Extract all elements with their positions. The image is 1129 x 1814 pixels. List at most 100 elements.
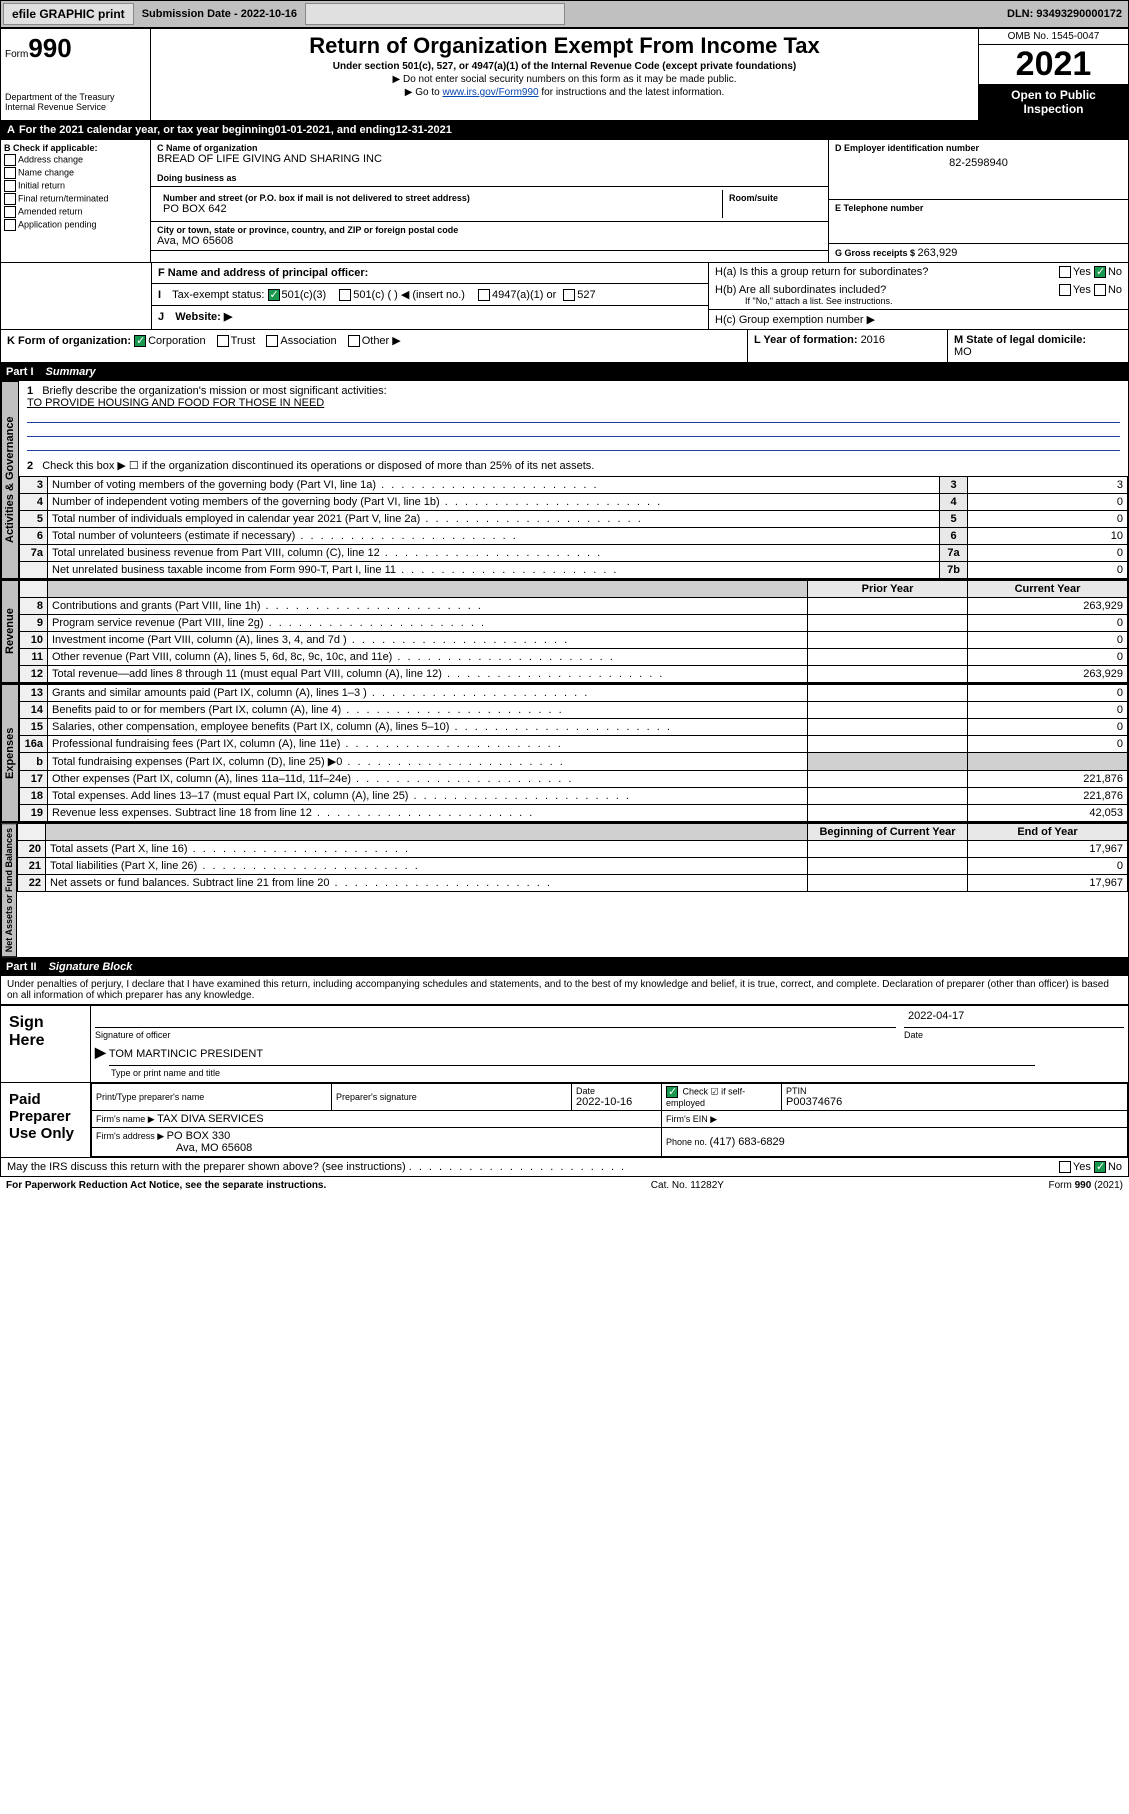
form-title-block: Return of Organization Exempt From Incom… xyxy=(151,29,978,120)
may-irs-text: May the IRS discuss this return with the… xyxy=(7,1161,406,1173)
form-header: Form990 Department of the Treasury Inter… xyxy=(0,28,1129,121)
chk-corp[interactable] xyxy=(134,335,146,347)
period-row: A For the 2021 calendar year, or tax yea… xyxy=(0,121,1129,140)
room-label: Room/suite xyxy=(729,193,816,203)
topbar: efile GRAPHIC print Submission Date - 20… xyxy=(0,0,1129,28)
gross-label: G Gross receipts $ xyxy=(835,248,918,258)
dept-treasury: Department of the Treasury xyxy=(5,92,146,102)
yes2: Yes xyxy=(1073,284,1091,296)
opt-assoc: Association xyxy=(280,335,336,347)
q1-mission: TO PROVIDE HOUSING AND FOOD FOR THOSE IN… xyxy=(27,397,1120,409)
firm-name-label: Firm's name ▶ xyxy=(96,1114,157,1124)
chk-amended[interactable]: Amended return xyxy=(4,206,147,218)
declaration: Under penalties of perjury, I declare th… xyxy=(0,976,1129,1005)
vtab-governance: Activities & Governance xyxy=(1,381,19,579)
firm-addr1: PO BOX 330 xyxy=(167,1130,231,1142)
table-expenses: 13Grants and similar amounts paid (Part … xyxy=(19,684,1128,822)
table-revenue: Prior YearCurrent Year8Contributions and… xyxy=(19,580,1128,683)
opt-4947: 4947(a)(1) or xyxy=(492,289,556,301)
domicile: MO xyxy=(954,346,1122,358)
chk-other[interactable] xyxy=(348,335,360,347)
box-k-label: K Form of organization: xyxy=(7,335,131,347)
dln-label: DLN: xyxy=(1007,8,1036,20)
may-irs-row: May the IRS discuss this return with the… xyxy=(0,1158,1129,1177)
chk-527[interactable] xyxy=(563,289,575,301)
yes3: Yes xyxy=(1073,1161,1091,1173)
chk-ha-no[interactable] xyxy=(1094,266,1106,278)
chk-final[interactable]: Final return/terminated xyxy=(4,193,147,205)
phone-label: E Telephone number xyxy=(835,203,1122,213)
chk-self-employed[interactable] xyxy=(666,1086,678,1098)
chk-mayirs-no[interactable] xyxy=(1094,1161,1106,1173)
opt-amended: Amended return xyxy=(18,206,83,216)
chk-name-change[interactable]: Name change xyxy=(4,167,147,179)
ptin-label: PTIN xyxy=(786,1086,1123,1096)
sig-officer-label: Signature of officer xyxy=(95,1030,896,1040)
chk-501c3[interactable] xyxy=(268,289,280,301)
ein-label: D Employer identification number xyxy=(835,143,1122,153)
no3: No xyxy=(1108,1161,1122,1173)
website-label: Website: ▶ xyxy=(175,311,232,323)
part1-num: Part I xyxy=(6,366,46,378)
form-number-block: Form990 Department of the Treasury Inter… xyxy=(1,29,151,120)
chk-initial[interactable]: Initial return xyxy=(4,180,147,192)
footer-left: For Paperwork Reduction Act Notice, see … xyxy=(6,1180,326,1191)
chk-mayirs-yes[interactable] xyxy=(1059,1161,1071,1173)
chk-trust[interactable] xyxy=(217,335,229,347)
year-formation-label: L Year of formation: xyxy=(754,334,861,346)
box-h: H(a) Is this a group return for subordin… xyxy=(708,263,1128,329)
chk-hb-no[interactable] xyxy=(1094,284,1106,296)
footer-right: Form 990 (2021) xyxy=(1049,1180,1123,1191)
box-b: B Check if applicable: Address change Na… xyxy=(1,140,151,262)
form-note-link: ▶ Go to www.irs.gov/Form990 for instruct… xyxy=(155,87,974,98)
chk-501c[interactable] xyxy=(339,289,351,301)
city: Ava, MO 65608 xyxy=(157,235,822,247)
box-c: C Name of organization BREAD OF LIFE GIV… xyxy=(151,140,828,262)
chk-4947[interactable] xyxy=(478,289,490,301)
q1-label: Briefly describe the organization's miss… xyxy=(42,385,386,397)
dba-label: Doing business as xyxy=(157,173,822,183)
part2-title: Signature Block xyxy=(49,961,133,973)
firm-phone: (417) 683-6829 xyxy=(710,1136,785,1148)
h-c: H(c) Group exemption number ▶ xyxy=(715,314,875,326)
vtab-revenue: Revenue xyxy=(1,580,19,683)
prep-name-label: Print/Type preparer's name xyxy=(96,1092,327,1102)
paid-preparer-label: Paid Preparer Use Only xyxy=(1,1083,91,1157)
line-i: I xyxy=(158,289,161,301)
form-title: Return of Organization Exempt From Incom… xyxy=(155,33,974,59)
year-formation: 2016 xyxy=(861,334,885,346)
opt-501c3: 501(c)(3) xyxy=(282,289,327,301)
opt-final: Final return/terminated xyxy=(18,193,109,203)
officer-label: F Name and address of principal officer: xyxy=(158,267,368,279)
table-balances: Beginning of Current YearEnd of Year20To… xyxy=(17,823,1128,892)
irs-link[interactable]: www.irs.gov/Form990 xyxy=(442,87,538,98)
opt-501c: 501(c) ( ) ◀ (insert no.) xyxy=(353,289,465,301)
line-a: A xyxy=(7,124,15,136)
dln-value: 93493290000172 xyxy=(1036,8,1122,20)
opt-address: Address change xyxy=(18,154,83,164)
chk-app-pending[interactable]: Application pending xyxy=(4,219,147,231)
firm-addr-label: Firm's address ▶ xyxy=(96,1131,167,1141)
opt-other: Other ▶ xyxy=(362,335,401,347)
opt-name: Name change xyxy=(18,167,74,177)
blank-button[interactable] xyxy=(305,3,565,25)
page-footer: For Paperwork Reduction Act Notice, see … xyxy=(0,1177,1129,1194)
submission-date: 2022-10-16 xyxy=(241,8,297,20)
form-note-ssn: ▶ Do not enter social security numbers o… xyxy=(155,74,974,85)
h-b: H(b) Are all subordinates included? xyxy=(715,284,886,296)
org-name: BREAD OF LIFE GIVING AND SHARING INC xyxy=(157,153,822,165)
h-a: H(a) Is this a group return for subordin… xyxy=(715,266,928,278)
tax-exempt-label: Tax-exempt status: xyxy=(172,289,264,301)
part2-num: Part II xyxy=(6,961,49,973)
efile-print-button[interactable]: efile GRAPHIC print xyxy=(3,3,134,25)
opt-initial: Initial return xyxy=(18,180,65,190)
q1-num: 1 xyxy=(27,385,33,397)
q2-text: Check this box ▶ ☐ if the organization d… xyxy=(42,460,594,472)
chk-assoc[interactable] xyxy=(266,335,278,347)
form-number: 990 xyxy=(28,33,71,63)
chk-ha-yes[interactable] xyxy=(1059,266,1071,278)
chk-address-change[interactable]: Address change xyxy=(4,154,147,166)
prep-sig-label: Preparer's signature xyxy=(336,1092,567,1102)
no2: No xyxy=(1108,284,1122,296)
chk-hb-yes[interactable] xyxy=(1059,284,1071,296)
